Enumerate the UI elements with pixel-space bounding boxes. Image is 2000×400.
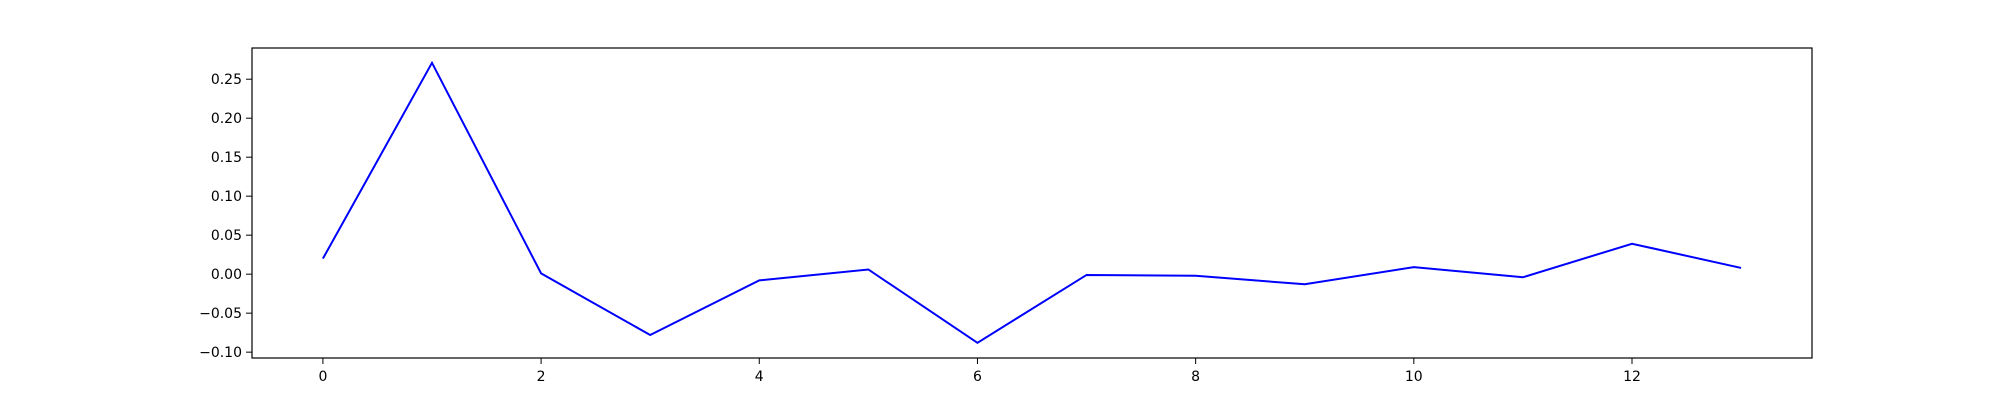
y-tick-label: 0.00 bbox=[211, 267, 242, 283]
series-layer bbox=[322, 60, 1742, 344]
x-tick-label: 8 bbox=[1191, 369, 1200, 385]
series-line bbox=[322, 60, 1742, 344]
y-tick-label: 0.10 bbox=[211, 189, 242, 205]
y-tick-label: 0.15 bbox=[211, 150, 242, 166]
x-tick-label: 12 bbox=[1623, 369, 1641, 385]
x-axis: 0 2 4 6 8 10 12 bbox=[318, 358, 1641, 385]
y-tick-label: −0.05 bbox=[199, 306, 242, 322]
y-tick-label: −0.10 bbox=[199, 345, 242, 361]
y-tick-label: 0.20 bbox=[211, 111, 242, 127]
y-tick-label: 0.05 bbox=[211, 228, 242, 244]
x-tick-label: 4 bbox=[755, 369, 764, 385]
plot-area-frame bbox=[251, 47, 1813, 359]
y-axis: −0.10 −0.05 0.00 0.05 0.10 0.15 0.20 0.25 bbox=[199, 72, 252, 361]
x-tick-label: 2 bbox=[537, 369, 546, 385]
x-tick-label: 6 bbox=[973, 369, 982, 385]
x-tick-label: 10 bbox=[1405, 369, 1423, 385]
y-tick-label: 0.25 bbox=[211, 72, 242, 88]
x-tick-label: 0 bbox=[318, 369, 327, 385]
